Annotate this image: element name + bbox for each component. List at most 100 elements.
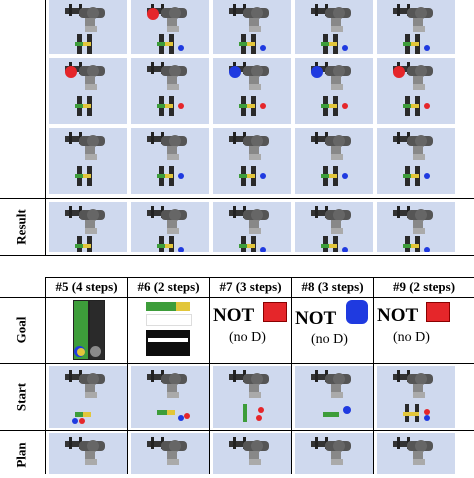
- block: [239, 42, 247, 46]
- scene-cell: [131, 433, 209, 474]
- scene-cell: [131, 58, 209, 124]
- robot-link: [85, 18, 95, 28]
- robot-joint: [251, 373, 263, 385]
- robot-base: [85, 459, 97, 465]
- scene-cell: [131, 202, 209, 252]
- robot-joint: [169, 7, 181, 19]
- grid-line: [209, 277, 210, 474]
- robot-link: [413, 451, 423, 461]
- robot-finger: [315, 437, 318, 449]
- robot-gripper: [147, 210, 163, 216]
- not-label: NOT: [377, 305, 419, 326]
- robot-gripper: [147, 66, 163, 72]
- robot-scene: [229, 4, 269, 54]
- robot-link: [249, 451, 259, 461]
- ball: [260, 45, 266, 51]
- scene-cell: [377, 202, 455, 252]
- robot-base: [167, 26, 179, 32]
- robot-joint: [415, 65, 427, 77]
- grid-line: [291, 277, 292, 474]
- robot-scene: [147, 370, 190, 421]
- robot-scene: [229, 370, 269, 422]
- block: [329, 42, 337, 46]
- block: [411, 244, 419, 248]
- robot-scene: [393, 62, 433, 116]
- held-object: [229, 66, 241, 78]
- ball: [424, 409, 430, 415]
- robot-finger: [397, 437, 400, 449]
- robot-joint: [251, 135, 263, 147]
- robot-gripper: [393, 374, 409, 380]
- scene-cell: [295, 433, 373, 474]
- ball: [178, 247, 184, 252]
- block: [83, 104, 91, 108]
- robot-link: [331, 451, 341, 461]
- block: [75, 42, 83, 46]
- robot-base: [85, 228, 97, 234]
- robot-scene: [147, 437, 187, 465]
- robot-link: [85, 76, 95, 86]
- robot-joint: [333, 7, 345, 19]
- robot-scene: [147, 132, 187, 186]
- robot-finger: [69, 370, 72, 382]
- ball: [79, 418, 85, 424]
- robot-finger: [315, 370, 318, 382]
- robot-gripper: [311, 136, 327, 142]
- robot-joint: [87, 209, 99, 221]
- robot-scene: [311, 437, 351, 465]
- robot-finger: [151, 437, 154, 449]
- ball: [424, 415, 430, 421]
- scene-cell: [49, 202, 127, 252]
- robot-scene: [393, 206, 433, 252]
- scene-cell: [295, 202, 373, 252]
- block: [239, 174, 247, 178]
- robot-joint: [251, 65, 263, 77]
- robot-link: [413, 146, 423, 156]
- not-label: NOT: [295, 308, 337, 329]
- block-yellow: [176, 302, 190, 311]
- robot-base: [249, 84, 261, 90]
- scene-cell: [49, 0, 127, 54]
- robot-joint: [333, 373, 345, 385]
- ball-gray: [90, 346, 101, 357]
- column-header: #6 (2 steps): [137, 279, 200, 294]
- goal-cell-6: [146, 300, 192, 358]
- robot-joint: [169, 65, 181, 77]
- block: [329, 244, 337, 248]
- robot-link: [167, 18, 177, 28]
- held-object: [311, 66, 323, 78]
- ball: [342, 247, 348, 252]
- robot-base: [85, 154, 97, 160]
- block: [411, 42, 419, 46]
- robot-gripper: [65, 136, 81, 142]
- robot-base: [331, 459, 343, 465]
- robot-base: [413, 84, 425, 90]
- robot-scene: [229, 132, 269, 186]
- robot-gripper: [229, 136, 245, 142]
- robot-finger: [69, 4, 72, 16]
- robot-link: [167, 146, 177, 156]
- scene-cell: [49, 58, 127, 124]
- robot-link: [331, 220, 341, 230]
- grid-line: [127, 277, 128, 474]
- robot-link: [249, 76, 259, 86]
- block: [247, 42, 255, 46]
- column-header: #9 (2 steps): [392, 279, 456, 294]
- robot-finger: [233, 370, 236, 382]
- scene-cell: [213, 433, 291, 474]
- robot-scene: [65, 4, 105, 54]
- row-label-plan: Plan: [13, 442, 29, 468]
- robot-link: [85, 451, 95, 461]
- grid-line: [0, 430, 474, 431]
- block-white: [146, 314, 192, 326]
- robot-finger: [397, 206, 400, 218]
- scene-cell: [49, 128, 127, 194]
- block: [243, 404, 247, 422]
- ball: [72, 418, 78, 424]
- block: [83, 42, 91, 46]
- held-object: [65, 66, 77, 78]
- robot-scene: [229, 206, 269, 252]
- robot-joint: [87, 135, 99, 147]
- ball: [260, 247, 266, 252]
- scene-cell: [49, 433, 127, 474]
